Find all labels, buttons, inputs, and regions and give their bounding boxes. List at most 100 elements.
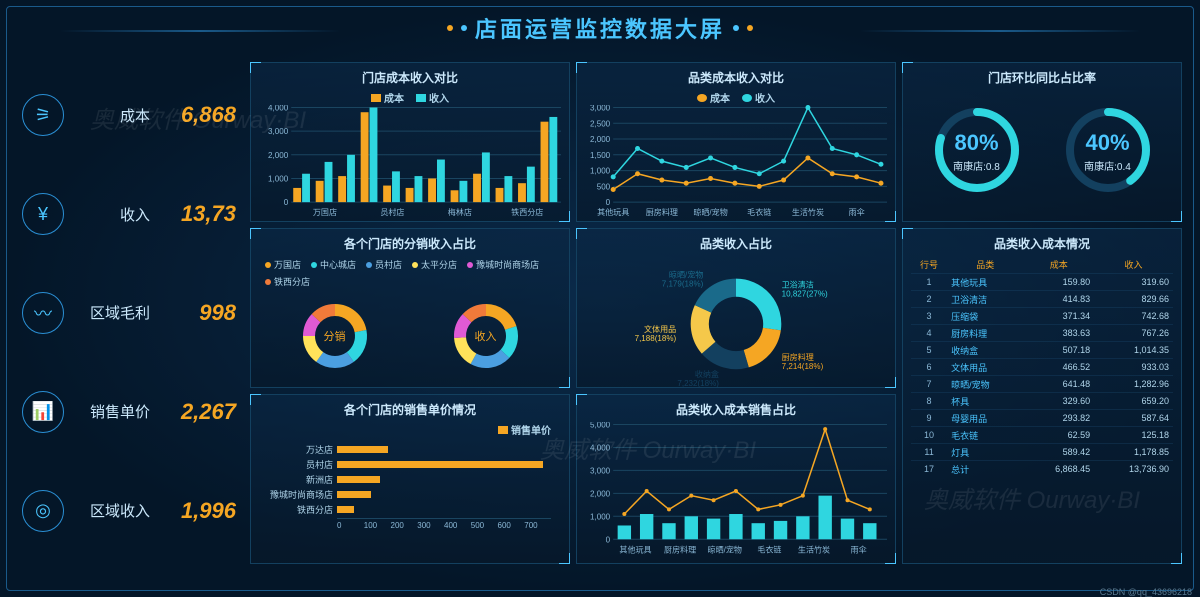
gauge: 40%南康店:0.4 — [1058, 100, 1158, 205]
svg-text:1,500: 1,500 — [590, 151, 611, 160]
kpi-value: 998 — [166, 300, 236, 326]
store-price-panel: 各个门店的销售单价情况 销售单价 万达店员村店新洲店豫城时尚商场店铁西分店010… — [250, 394, 570, 564]
svg-text:1,000: 1,000 — [590, 512, 611, 521]
category-sales-panel: 品类收入成本销售占比 01,0002,0003,0004,0005,000其他玩… — [576, 394, 896, 564]
svg-text:梅林店: 梅林店 — [448, 207, 472, 217]
category-table-panel: 品类收入成本情况 行号品类成本收入1其他玩具159.80319.602卫浴清洁4… — [902, 228, 1182, 564]
title-dot-icon — [461, 25, 467, 31]
title-dot-icon — [447, 25, 453, 31]
kpi-value: 6,868 — [166, 102, 236, 128]
svg-text:文体用品7,188(18%): 文体用品7,188(18%) — [635, 324, 677, 343]
svg-text:0: 0 — [284, 198, 289, 207]
svg-text:铁西分店: 铁西分店 — [511, 207, 543, 217]
hbar-row: 员村店 — [269, 458, 551, 471]
svg-text:2,000: 2,000 — [590, 489, 611, 498]
svg-text:雨伞: 雨伞 — [851, 544, 867, 554]
table-row: 2卫浴清洁414.83829.66 — [911, 291, 1173, 308]
combo-chart: 01,0002,0003,0004,0005,000其他玩具厨房料理晾晒/宠物毛… — [585, 422, 887, 558]
svg-text:生活竹炭: 生活竹炭 — [798, 544, 830, 554]
svg-text:毛衣链: 毛衣链 — [757, 544, 781, 554]
store-distribution-panel: 各个门店的分销收入占比 万国店中心城店员村店太平分店豫城时尚商场店铁西分店 分销… — [250, 228, 570, 388]
kpi-icon: ¥ — [22, 193, 64, 235]
table-row: 5收纳盒507.181,014.35 — [911, 342, 1173, 359]
footer-credit: CSDN @qq_43696218 — [1100, 587, 1192, 597]
line-chart: 05001,0001,5002,0002,5003,000其他玩具厨房料理晾晒/… — [585, 105, 887, 221]
kpi-value: 13,73 — [166, 201, 236, 227]
svg-text:0: 0 — [606, 535, 611, 544]
kpi-label: 销售单价 — [74, 401, 156, 422]
kpi-label: 区域毛利 — [74, 302, 156, 323]
panel-title: 门店成本收入对比 — [259, 67, 561, 90]
svg-text:5,000: 5,000 — [590, 422, 611, 430]
hbar-row: 铁西分店 — [269, 503, 551, 516]
svg-text:卫浴清洁10,827(27%): 卫浴清洁10,827(27%) — [782, 280, 828, 299]
title-deco-left — [60, 30, 340, 32]
svg-text:厨房料理7,214(18%): 厨房料理7,214(18%) — [782, 352, 824, 371]
gauge: 80%南康店:0.8 — [927, 100, 1027, 205]
donut: 收入 — [451, 301, 521, 371]
table-row: 7晾晒/宠物641.481,282.96 — [911, 376, 1173, 393]
bar-chart: 0 1,000 2,000 3,000 4,000 万国店 员村店 梅林店 铁西分店 — [259, 105, 561, 221]
svg-text:2,000: 2,000 — [590, 135, 611, 144]
category-cost-revenue-panel: 品类成本收入对比 成本 收入 05001,0001,5002,0002,5003… — [576, 62, 896, 222]
store-cost-revenue-panel: 门店成本收入对比 成本 收入 0 1,000 2,000 3,000 4,000 万国店 员… — [250, 62, 570, 222]
svg-text:晾晒/宠物: 晾晒/宠物 — [693, 207, 727, 217]
hbar-row: 新洲店 — [269, 473, 551, 486]
panel-title: 各个门店的分销收入占比 — [259, 233, 561, 256]
kpi-value: 2,267 — [166, 399, 236, 425]
svg-text:收纳盒7,232(18%): 收纳盒7,232(18%) — [677, 369, 719, 388]
table-row: 11灯具589.421,178.85 — [911, 444, 1173, 461]
title-deco-right — [860, 30, 1140, 32]
svg-text:3,000: 3,000 — [590, 105, 611, 113]
svg-text:晾晒/宠物: 晾晒/宠物 — [708, 544, 742, 554]
table-row: 4厨房料理383.63767.26 — [911, 325, 1173, 342]
legend: 万国店中心城店员村店太平分店豫城时尚商场店铁西分店 — [259, 256, 561, 290]
svg-text:3,000: 3,000 — [268, 127, 289, 136]
kpi-item: ⚞ 成本 6,868 — [14, 90, 244, 140]
table-row: 10毛衣链62.59125.18 — [911, 427, 1173, 444]
table-row: 17总计6,868.4513,736.90 — [911, 461, 1173, 478]
kpi-item: ¥ 收入 13,73 — [14, 189, 244, 239]
page-title: 店面运营监控数据大屏 — [475, 12, 725, 44]
panel-title: 品类收入成本情况 — [911, 233, 1173, 256]
kpi-icon: 📊 — [22, 391, 64, 433]
kpi-item: 📊 销售单价 2,267 — [14, 387, 244, 437]
panel-title: 品类收入占比 — [585, 233, 887, 256]
category-share-panel: 品类收入占比 卫浴清洁10,827(27%) 厨房料理7,214(18%) 收纳盒7… — [576, 228, 896, 388]
svg-text:厨房料理: 厨房料理 — [646, 207, 678, 217]
kpi-item: 〰 区域毛利 998 — [14, 288, 244, 338]
table-row: 6文体用品466.52933.03 — [911, 359, 1173, 376]
kpi-value: 1,996 — [166, 498, 236, 524]
svg-text:员村店: 员村店 — [380, 207, 404, 217]
svg-text:万国店: 万国店 — [313, 207, 337, 217]
svg-text:1,000: 1,000 — [268, 174, 289, 183]
panel-title: 品类收入成本销售占比 — [585, 399, 887, 422]
legend: 销售单价 — [259, 422, 561, 437]
svg-text:2,000: 2,000 — [268, 151, 289, 160]
data-table: 行号品类成本收入1其他玩具159.80319.602卫浴清洁414.83829.… — [911, 256, 1173, 477]
kpi-label: 区域收入 — [74, 500, 156, 521]
panel-title: 各个门店的销售单价情况 — [259, 399, 561, 422]
table-row: 1其他玩具159.80319.60 — [911, 274, 1173, 291]
svg-text:雨伞: 雨伞 — [849, 207, 865, 217]
svg-text:晾晒/宠物7,179(18%): 晾晒/宠物7,179(18%) — [662, 269, 704, 288]
kpi-icon: ⚞ — [22, 94, 64, 136]
panel-title: 门店环比同比占比率 — [911, 67, 1173, 90]
svg-text:毛衣链: 毛衣链 — [747, 207, 771, 217]
svg-text:4,000: 4,000 — [268, 105, 289, 113]
svg-text:1,000: 1,000 — [590, 167, 611, 176]
svg-text:其他玩具: 其他玩具 — [597, 207, 629, 217]
kpi-icon: ◎ — [22, 490, 64, 532]
svg-text:4,000: 4,000 — [590, 443, 611, 452]
kpi-label: 成本 — [74, 105, 156, 126]
hbar-row: 豫城时尚商场店 — [269, 488, 551, 501]
kpi-item: ◎ 区域收入 1,996 — [14, 486, 244, 536]
table-row: 9母婴用品293.82587.64 — [911, 410, 1173, 427]
legend: 成本 收入 — [259, 90, 561, 105]
title-dot-icon — [733, 25, 739, 31]
page-title-bar: 店面运营监控数据大屏 — [447, 12, 753, 44]
svg-text:厨房料理: 厨房料理 — [664, 544, 696, 554]
kpi-column: ⚞ 成本 6,868 ¥ 收入 13,73 〰 区域毛利 998 📊 销售单价 2,2… — [14, 62, 244, 564]
gauges-panel: 门店环比同比占比率 80%南康店:0.8 40%南康店:0.4 — [902, 62, 1182, 222]
svg-text:2,500: 2,500 — [590, 119, 611, 128]
